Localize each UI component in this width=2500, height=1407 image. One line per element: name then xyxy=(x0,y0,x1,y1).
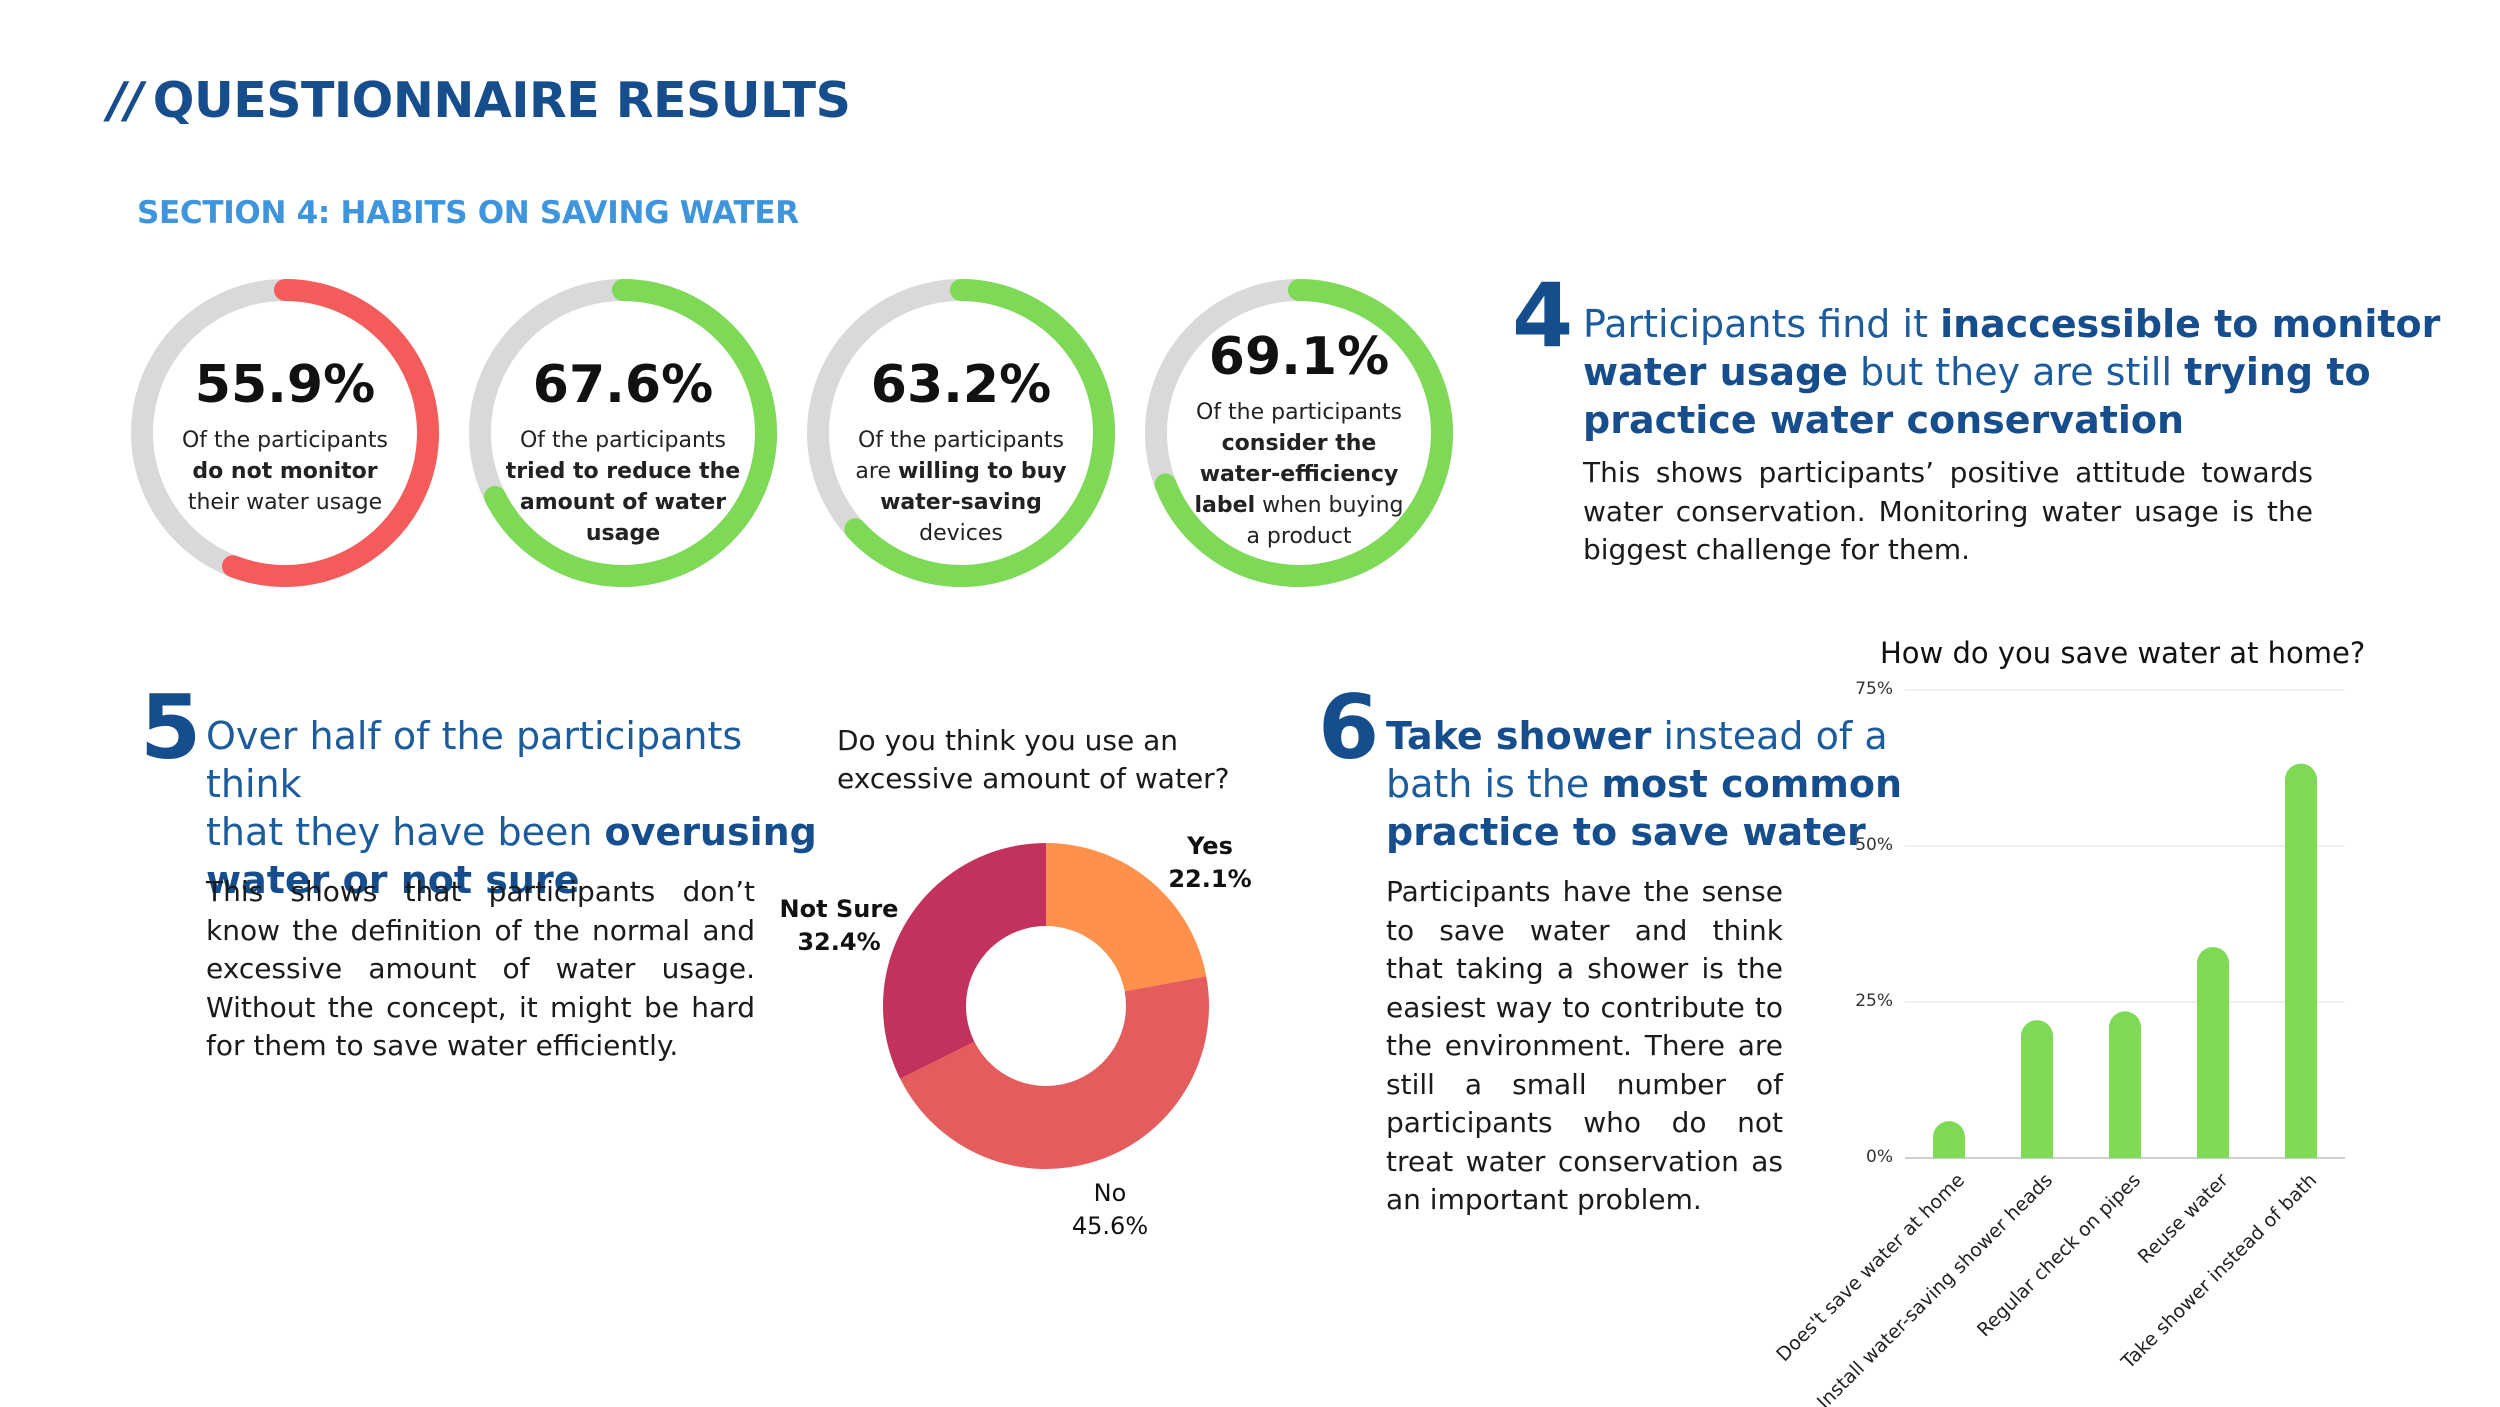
ring-graphic xyxy=(1145,279,1453,587)
block6-heading-bold-3: practice to save water xyxy=(1386,810,1866,854)
ring-progress-arc xyxy=(807,279,1115,587)
block6-heading: Take shower instead of a bath is the mos… xyxy=(1386,712,1906,856)
pie-label-notsure-value: 32.4% xyxy=(797,928,881,956)
y-tick-label: 0% xyxy=(1866,1147,1893,1167)
pie-title: Do you think you use an excessive amount… xyxy=(837,722,1230,798)
block4-heading-bold-2: water usage xyxy=(1583,350,1848,394)
y-tick-label: 25% xyxy=(1855,991,1893,1011)
block5-heading-bold-2: water or not sure xyxy=(206,858,580,902)
block6-heading-text-1: instead of a xyxy=(1651,714,1888,758)
ring-caption-line: do not monitor xyxy=(192,459,378,484)
block4-heading-bold-4: practice water conservation xyxy=(1583,398,2185,442)
title-slashes: // xyxy=(108,72,143,129)
ring-progress-arc xyxy=(131,279,439,587)
block4-heading-text-2: but they are still xyxy=(1847,350,2185,394)
ring-graphic xyxy=(131,279,439,587)
block6-heading-bold-2: most common xyxy=(1601,762,1903,806)
block5-heading-text-2: that they have been xyxy=(206,810,605,854)
page-title: //QUESTIONNAIRE RESULTS xyxy=(108,72,851,129)
ring-caption-line: consider the xyxy=(1221,431,1377,456)
ring-caption: Of the participants are willing to buy wat… xyxy=(841,425,1081,549)
ring-percentage: 55.9% xyxy=(194,355,376,415)
ring-percentage: 63.2% xyxy=(870,355,1052,415)
block6-heading-bold-1: Take shower xyxy=(1386,714,1652,758)
pie-label-yes-name: Yes xyxy=(1187,832,1233,860)
block4-heading-text-1: Participants find it xyxy=(1583,302,1941,346)
pie-label-no: No 45.6% xyxy=(1050,1177,1170,1243)
ring-caption-line: tried to reduce the xyxy=(505,459,741,484)
ring-percentage: 69.1% xyxy=(1208,327,1390,387)
stat-ring-3: 63.2% Of the participants are willing to b… xyxy=(803,275,1119,591)
block5-heading: Over half of the participants think that… xyxy=(206,712,826,904)
bar-chart-title: How do you save water at home? xyxy=(1880,636,2366,670)
ring-caption: Of the participants tried to reduce the am… xyxy=(503,425,743,549)
block5-heading-text-1: Over half of the participants think xyxy=(206,714,743,806)
ring-caption-line: are willing to buy xyxy=(855,459,1067,484)
stat-ring-4: 69.1% Of the participants consider the wate… xyxy=(1141,275,1457,591)
ring-caption-line: water-saving xyxy=(880,490,1042,515)
ring-caption-line: water-efficiency xyxy=(1199,462,1399,487)
ring-caption: Of the participants consider the water-eff… xyxy=(1179,397,1419,552)
y-tick-label: 50% xyxy=(1855,835,1893,855)
bar xyxy=(2285,763,2317,1158)
ring-caption-line: Of the participants xyxy=(181,428,389,453)
block5-heading-bold-1: overusing xyxy=(604,810,817,854)
title-text: QUESTIONNAIRE RESULTS xyxy=(152,72,851,129)
bar xyxy=(2021,1020,2053,1158)
ring-caption-line: devices xyxy=(919,521,1003,546)
ring-caption-line: Of the participants xyxy=(1195,400,1403,425)
ring-graphic xyxy=(469,279,777,587)
ring-caption-line: usage xyxy=(585,521,661,546)
bar-base xyxy=(2285,1142,2317,1158)
bar-base xyxy=(1933,1142,1965,1158)
stat-ring-2: 67.6% Of the participants tried to reduce … xyxy=(465,275,781,591)
stat-ring-1: 55.9% Of the participants do not monitor th… xyxy=(127,275,443,591)
ring-caption-line: label when buying xyxy=(1194,493,1404,518)
block4-paragraph: This shows participants’ positive attitu… xyxy=(1583,456,2313,566)
pie-label-no-value: 45.6% xyxy=(1071,1212,1149,1240)
ring-caption: Of the participants do not monitor their w… xyxy=(165,425,405,518)
ring-percentage: 67.6% xyxy=(532,355,714,415)
ring-caption-line: Of the participants xyxy=(519,428,727,453)
block4-number: 4 xyxy=(1512,264,1574,367)
ring-caption-line: amount of water xyxy=(519,490,727,515)
pie-title-line-2: excessive amount of water? xyxy=(837,762,1230,795)
ring-progress-arc xyxy=(1145,279,1453,587)
pie-label-yes-value: 22.1% xyxy=(1168,865,1252,893)
bar xyxy=(2197,947,2229,1158)
block4-heading-bold-1: inaccessible to monitor xyxy=(1940,302,2441,346)
ring-progress-arc xyxy=(469,279,777,587)
ring-caption-line: a product xyxy=(1246,524,1352,549)
section-heading: SECTION 4: HABITS ON SAVING WATER xyxy=(137,195,799,231)
pie-label-notsure-name: Not Sure xyxy=(779,895,899,923)
y-tick-label: 75% xyxy=(1855,679,1893,699)
pie-title-line-1: Do you think you use an xyxy=(837,724,1179,757)
block6-paragraph: Participants have the sense to save wate… xyxy=(1386,875,1783,1216)
ring-caption-line: Of the participants xyxy=(857,428,1065,453)
ring-caption-line: their water usage xyxy=(187,490,383,515)
pie-label-no-name: No xyxy=(1093,1179,1127,1207)
bar-base xyxy=(2197,1142,2229,1158)
block5-number: 5 xyxy=(140,676,202,779)
ring-graphic xyxy=(807,279,1115,587)
block6-heading-text-2: bath is the xyxy=(1386,762,1602,806)
block5-paragraph: This shows that participants don’t know … xyxy=(206,875,755,1062)
bar-base xyxy=(2021,1142,2053,1158)
block4-heading-bold-3: trying to xyxy=(2184,350,2371,394)
pie-label-yes: Yes 22.1% xyxy=(1150,830,1270,896)
bar-base xyxy=(2109,1142,2141,1158)
bar xyxy=(2109,1011,2141,1158)
pie-label-notsure: Not Sure 32.4% xyxy=(769,893,909,959)
block4-heading: Participants find it inaccessible to mon… xyxy=(1583,300,2463,444)
block6-number: 6 xyxy=(1318,676,1380,779)
